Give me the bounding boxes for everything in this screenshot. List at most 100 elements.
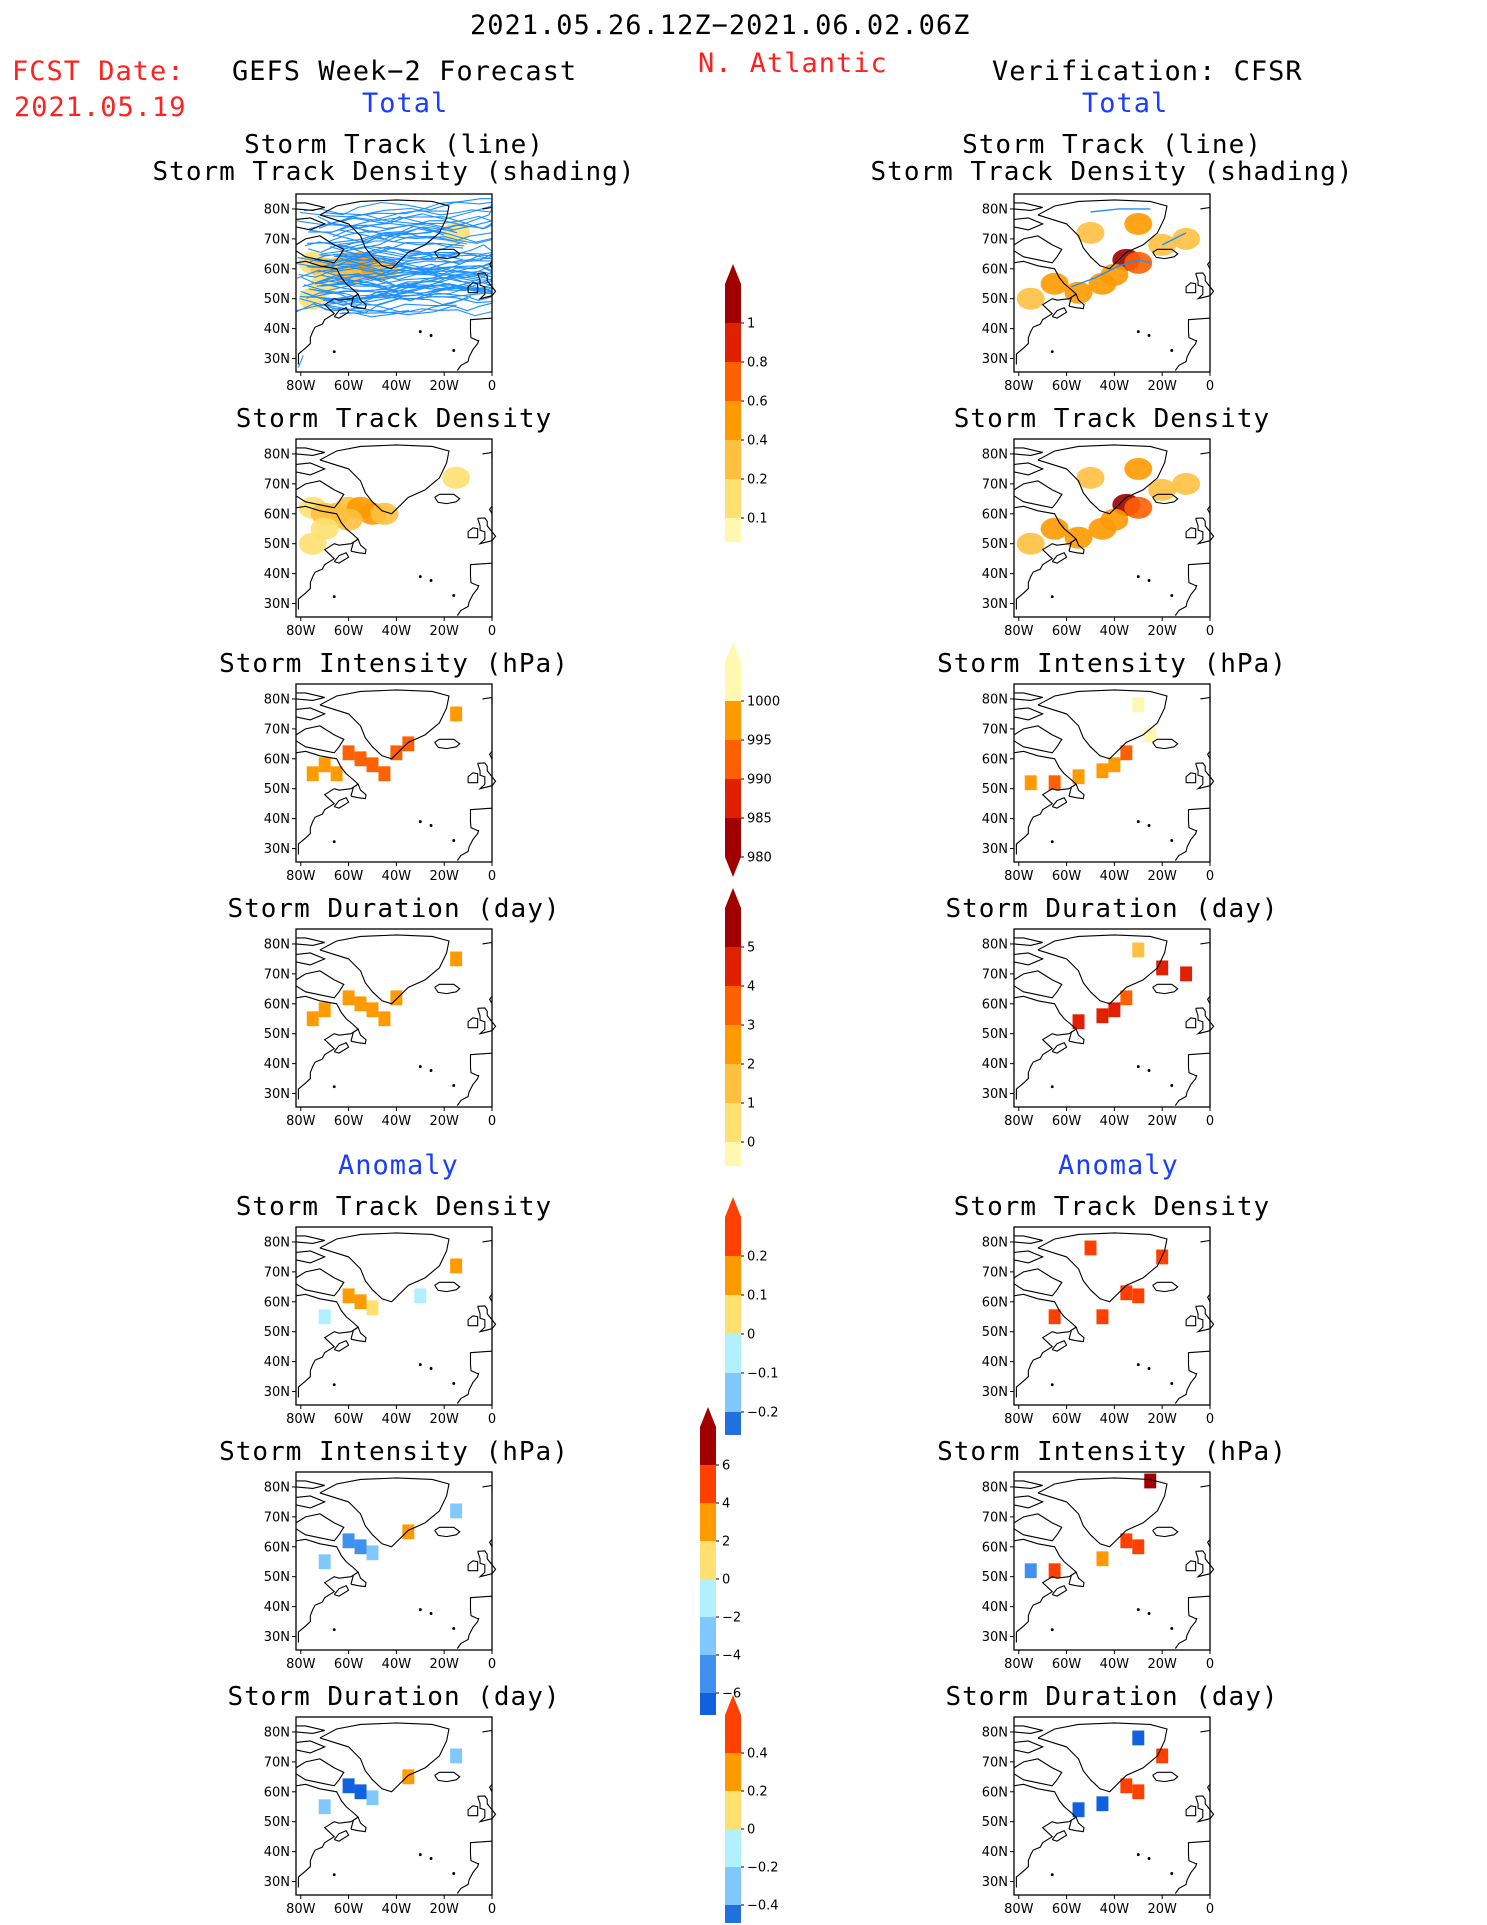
colorbar-swatch [700, 1579, 716, 1617]
lat-tick-label: 60N [982, 1295, 1008, 1310]
lon-tick-label: 60W [334, 1657, 364, 1672]
grid-cell [342, 1288, 355, 1304]
lon-tick-label: 20W [429, 1657, 459, 1672]
colorbar-swatch [725, 362, 741, 401]
map-panel-density: 80N 70N 60N 50N 40N 30N 80W 60W 40W 20W 0 [982, 438, 1215, 639]
lat-tick-label: 40N [264, 567, 290, 582]
coastline [1013, 934, 1215, 1106]
storm-track-line [300, 296, 469, 306]
island-dot [1147, 1069, 1151, 1072]
lat-tick-label: 30N [264, 1385, 290, 1400]
colorbar-swatch [700, 1427, 716, 1465]
lat-tick-label: 50N [264, 782, 290, 797]
island-dot [1050, 595, 1054, 599]
lat-tick-label: 80N [982, 1480, 1008, 1495]
lat-tick-label: 30N [982, 842, 1008, 857]
island-dot [1136, 1608, 1140, 1612]
grid-cell [366, 1545, 379, 1561]
panel-title: Storm Duration (day) [227, 1682, 561, 1712]
lat-tick-label: 80N [982, 1235, 1008, 1250]
colorbar-swatch [725, 908, 741, 947]
right-column-title: Verification: CFSR [992, 56, 1303, 87]
grid-cell [1108, 757, 1121, 773]
colorbar-label: 2 [747, 1058, 755, 1073]
grid-cell [1024, 1563, 1037, 1579]
lat-tick-label: 30N [982, 1087, 1008, 1102]
colorbar-swatch [725, 986, 741, 1025]
lat-tick-label: 80N [264, 937, 290, 952]
grid-cell [354, 751, 367, 767]
lat-tick-label: 40N [982, 567, 1008, 582]
map-panel-intensity-anomaly: 80N 70N 60N 50N 40N 30N 80W 60W 40W 20W 0 [982, 1471, 1215, 1672]
storm-tracks [1071, 208, 1187, 288]
storm-track-line [323, 275, 493, 292]
lon-tick-label: 60W [334, 624, 364, 639]
colorbar-swatch [725, 947, 741, 986]
density-blob [1124, 212, 1153, 235]
island-dot [1170, 1382, 1174, 1385]
lat-tick-label: 30N [982, 352, 1008, 367]
density-blob [1124, 496, 1153, 519]
map-frame [1013, 1471, 1211, 1651]
lat-tick-label: 60N [264, 1540, 290, 1555]
map-panel-intensity: 80N 70N 60N 50N 40N 30N 80W 60W 40W 20W 0 [982, 683, 1215, 884]
grid-cell [402, 736, 415, 752]
colorbar-label: −0.4 [747, 1899, 779, 1914]
island-dot [429, 1857, 433, 1860]
left-column-title: GEFS Week−2 Forecast [232, 56, 578, 87]
panel-title-line1: Storm Track (line) [244, 130, 544, 160]
grid-cell [1072, 1802, 1085, 1818]
grid-cell [378, 1011, 391, 1027]
colorbar-label: 4 [747, 980, 755, 995]
panel-title: Storm Track Density [235, 1192, 553, 1222]
coastline [295, 689, 497, 861]
storm-track-line [339, 308, 493, 318]
map-frame [295, 1226, 493, 1406]
storm-track-line [334, 295, 493, 304]
grid-cell [342, 1533, 355, 1549]
anomaly-label-left: Anomaly [338, 1150, 459, 1181]
storm-track-line [340, 245, 493, 255]
lon-tick-label: 40W [382, 379, 412, 394]
lon-tick-label: 80W [1004, 869, 1034, 884]
grid-cell [450, 1748, 463, 1764]
grid-cell [1108, 1002, 1121, 1018]
grid-cell [1156, 960, 1169, 976]
island-dot [1170, 1872, 1174, 1875]
grid-cell [390, 745, 403, 761]
map-frame [1013, 1716, 1211, 1896]
colorbar-swatch [725, 1905, 741, 1923]
lon-tick-label: 80W [286, 1902, 316, 1917]
colorbar-label: 1 [747, 317, 755, 332]
island-dot [418, 1363, 422, 1367]
lat-tick-label: 70N [982, 1755, 1008, 1770]
grid-cell [318, 1002, 331, 1018]
lat-tick-label: 50N [264, 537, 290, 552]
colorbar-arrow-bottom [725, 857, 741, 877]
map-frame [1013, 928, 1211, 1108]
island-dot [452, 594, 456, 597]
total-label-left: Total [362, 88, 449, 119]
grid-cell [450, 706, 463, 722]
storm-track-line [339, 225, 445, 240]
lat-tick-label: 30N [982, 1875, 1008, 1890]
colorbar-label: 4 [722, 1497, 730, 1512]
island-dot [1147, 1612, 1151, 1615]
lat-tick-label: 50N [982, 292, 1008, 307]
lat-tick-label: 30N [264, 842, 290, 857]
lon-tick-label: 40W [1100, 869, 1130, 884]
lon-tick-label: 40W [1100, 379, 1130, 394]
grid-cell [1132, 1288, 1145, 1304]
coastline [295, 1477, 497, 1649]
map-panel-duration: 80N 70N 60N 50N 40N 30N 80W 60W 40W 20W 0 [264, 928, 497, 1129]
density-blob [1040, 272, 1069, 295]
lat-tick-label: 60N [264, 1295, 290, 1310]
field-shading [298, 466, 471, 555]
island-dot [418, 575, 422, 579]
lon-tick-label: 40W [1100, 1412, 1130, 1427]
lon-tick-label: 0 [488, 1657, 496, 1672]
field-shading [1048, 1240, 1169, 1325]
lon-tick-label: 40W [382, 1657, 412, 1672]
grid-cell [318, 1554, 331, 1570]
lon-tick-label: 20W [429, 1114, 459, 1129]
